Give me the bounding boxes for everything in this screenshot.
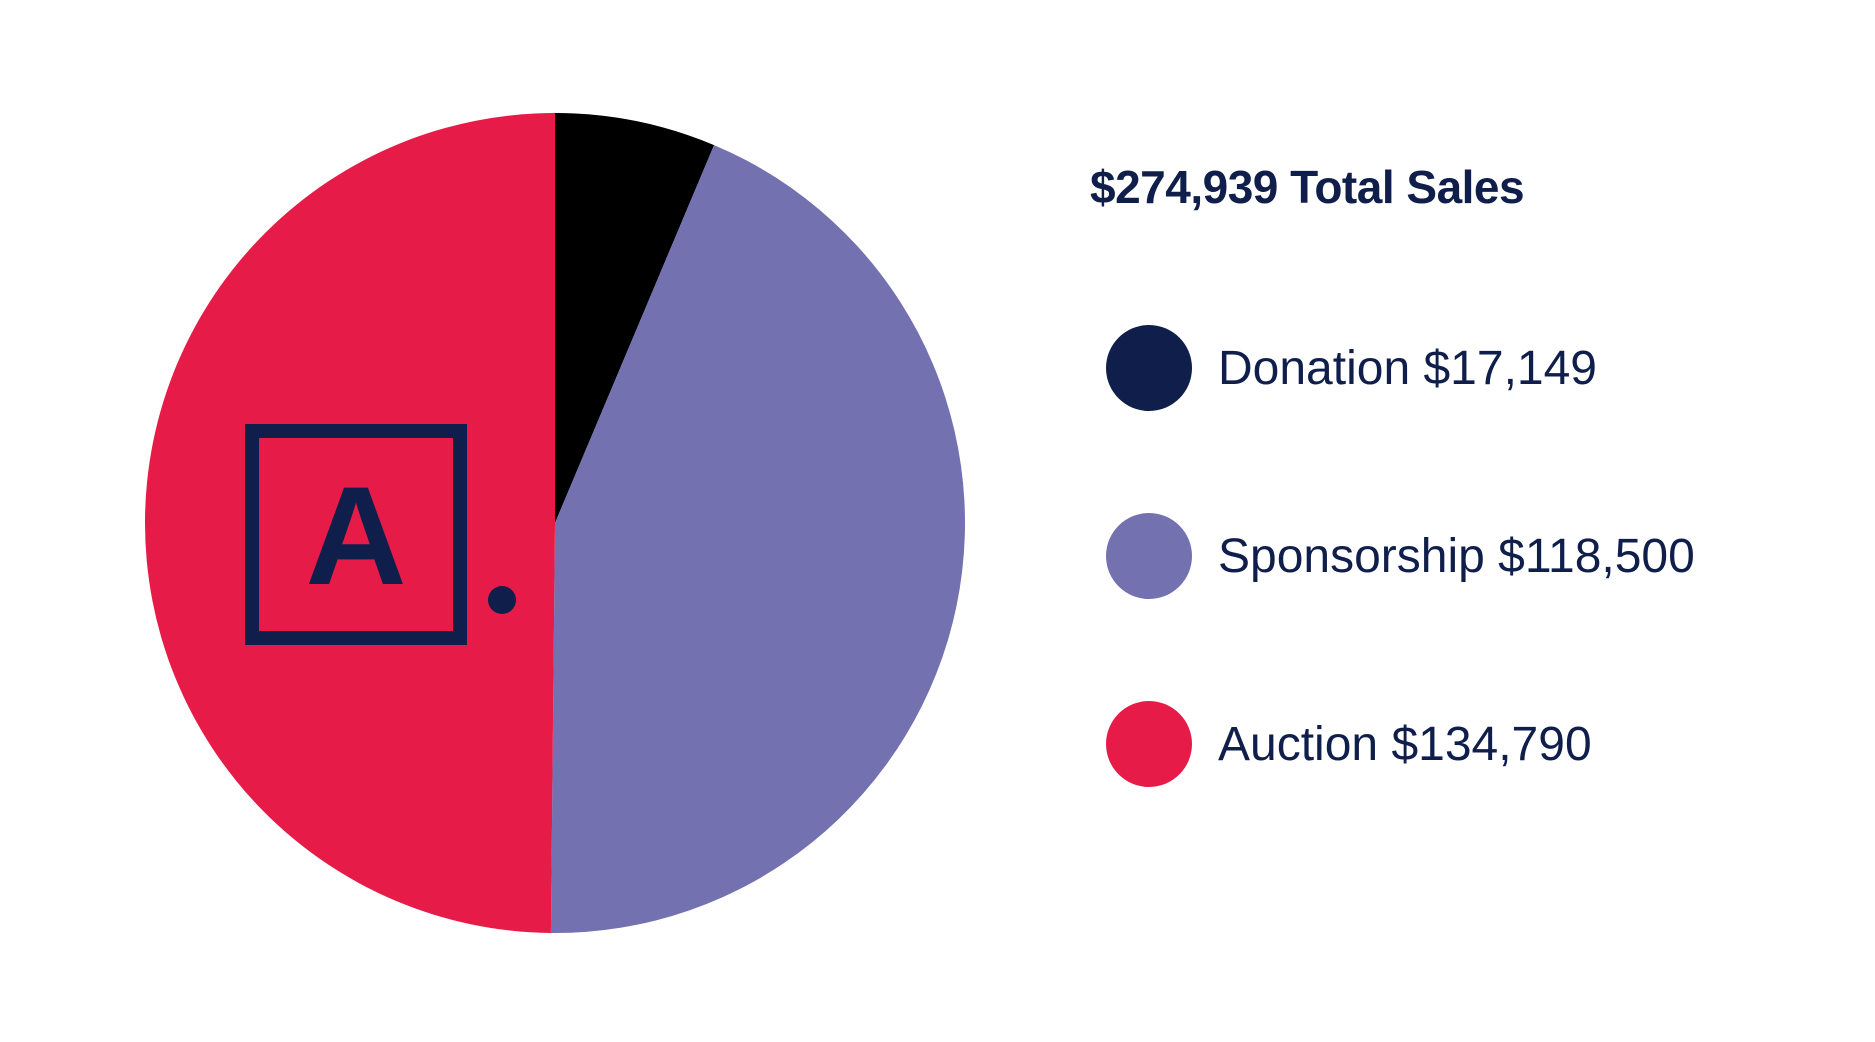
pie-slices xyxy=(144,112,966,934)
brand-logo-icon: A xyxy=(245,424,516,645)
chart-title: $274,939 Total Sales xyxy=(1090,161,1525,213)
legend-label-auction: Auction $134,790 xyxy=(1218,717,1592,771)
pie-slice-auction xyxy=(144,112,555,933)
legend-item-sponsorship: Sponsorship $118,500 xyxy=(1106,513,1695,599)
pie-slice-donation xyxy=(555,113,715,523)
legend-swatch-auction xyxy=(1106,701,1192,787)
legend-item-auction: Auction $134,790 xyxy=(1106,701,1592,787)
logo-frame xyxy=(245,424,467,645)
logo-letter: A xyxy=(305,457,406,614)
legend-label-donation: Donation $17,149 xyxy=(1218,341,1597,395)
legend-swatch-sponsorship xyxy=(1106,513,1192,599)
legend-label-sponsorship: Sponsorship $118,500 xyxy=(1218,529,1695,583)
logo-dot xyxy=(488,586,516,614)
legend-swatch-donation xyxy=(1106,325,1192,411)
pie-slice-sponsorship xyxy=(550,145,966,934)
legend-item-donation: Donation $17,149 xyxy=(1106,325,1597,411)
